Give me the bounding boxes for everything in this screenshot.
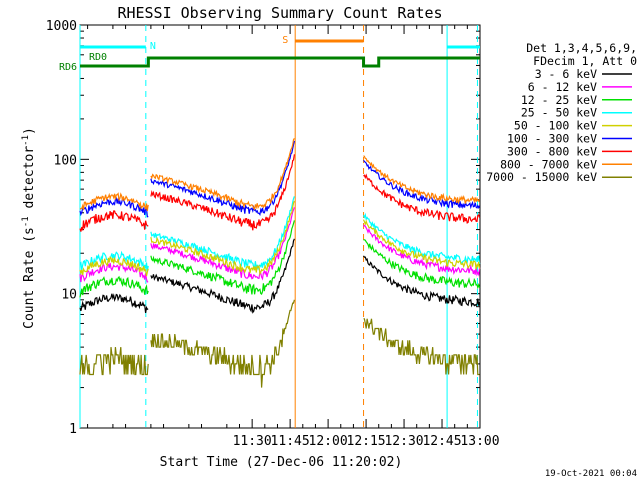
flag-label-s: S (282, 35, 288, 46)
series-line (79, 275, 149, 298)
y-axis-label-part1: Count Rate (s (22, 227, 37, 329)
series-line (363, 239, 481, 290)
series-line (79, 293, 149, 314)
series-line (79, 210, 149, 232)
x-tick-label: 11:45 (271, 434, 310, 449)
x-tick-label: 12:15 (347, 434, 386, 449)
legend-entry-label: 12 - 25 keV (521, 93, 597, 107)
x-tick-label: 13:00 (460, 434, 499, 449)
series-line (150, 220, 295, 296)
legend-header-line1: Det 1,3,4,5,6,9, (526, 41, 637, 55)
series-line (363, 224, 481, 277)
y-tick-label: 100 (54, 153, 77, 168)
flag-label-rd6: RD6 (59, 62, 77, 73)
series-line (150, 207, 295, 281)
series-line (363, 318, 480, 376)
flag-label-n: N (150, 41, 156, 52)
footer-timestamp: 19-Oct-2021 00:04 (545, 469, 637, 479)
legend-entry-label: 7000 - 15000 keV (486, 170, 597, 184)
series-line (79, 250, 149, 272)
series-line (150, 238, 295, 314)
x-axis-label: Start Time (27-Dec-06 11:20:02) (160, 455, 403, 470)
legend-entry-label: 25 - 50 keV (521, 106, 597, 120)
series-line (79, 256, 149, 277)
series-line (363, 173, 481, 224)
y-axis-label-sup2: -1 (21, 135, 31, 146)
series-line (79, 196, 149, 218)
legend-entry-label: 800 - 7000 keV (500, 157, 597, 171)
y-axis-label-sup1: -1 (21, 216, 31, 227)
legend-entry-label: 300 - 800 keV (507, 144, 597, 158)
series-line (150, 140, 295, 216)
legend-entry-label: 50 - 100 keV (514, 119, 597, 133)
series-line (363, 255, 481, 308)
x-tick-label: 12:30 (384, 434, 423, 449)
legend-entry-label: 100 - 300 keV (507, 132, 597, 146)
plot-area: 1 10 100 1000 11:3011:4512:0012:1512:3012:45… (46, 19, 500, 449)
legend-entry-label: 3 - 6 keV (535, 67, 597, 81)
x-tick-label: 12:45 (422, 434, 461, 449)
series-line (150, 299, 295, 388)
y-tick-label: 1000 (46, 19, 77, 34)
flag-label-rd0: RD0 (89, 52, 107, 63)
y-axis-label: Count Rate (s-1 detector-1) (21, 127, 37, 329)
series-line (362, 219, 481, 270)
series-line (79, 262, 149, 283)
series-line (79, 347, 149, 376)
x-tick-label: 12:00 (309, 434, 348, 449)
series-line (363, 159, 481, 210)
series-line (363, 155, 481, 204)
x-tick-label: 11:30 (233, 434, 272, 449)
series-line (150, 154, 295, 231)
chart-title: RHESSI Observing Summary Count Rates (117, 4, 442, 22)
series-line (150, 200, 295, 276)
y-tick-label: 1 (69, 422, 77, 437)
legend-entry-label: 6 - 12 keV (528, 80, 597, 94)
y-tick-label: 10 (61, 288, 77, 303)
series-line (150, 137, 295, 211)
y-axis-label-part2: detector (22, 146, 37, 217)
flag-bar-rd (80, 56, 480, 68)
legend-header-line2: FDecim 1, Att 0 (533, 54, 637, 68)
y-axis-label-part3: ) (22, 127, 37, 135)
series-line (79, 192, 149, 211)
